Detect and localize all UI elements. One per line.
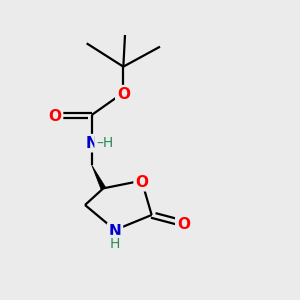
Text: H: H: [110, 236, 120, 250]
Polygon shape: [92, 165, 106, 190]
Text: O: O: [49, 109, 62, 124]
Text: –H: –H: [96, 136, 113, 150]
Text: O: O: [177, 217, 190, 232]
Text: N: N: [109, 224, 122, 239]
Text: N: N: [85, 136, 98, 151]
Text: O: O: [135, 175, 148, 190]
Text: O: O: [117, 87, 130, 102]
